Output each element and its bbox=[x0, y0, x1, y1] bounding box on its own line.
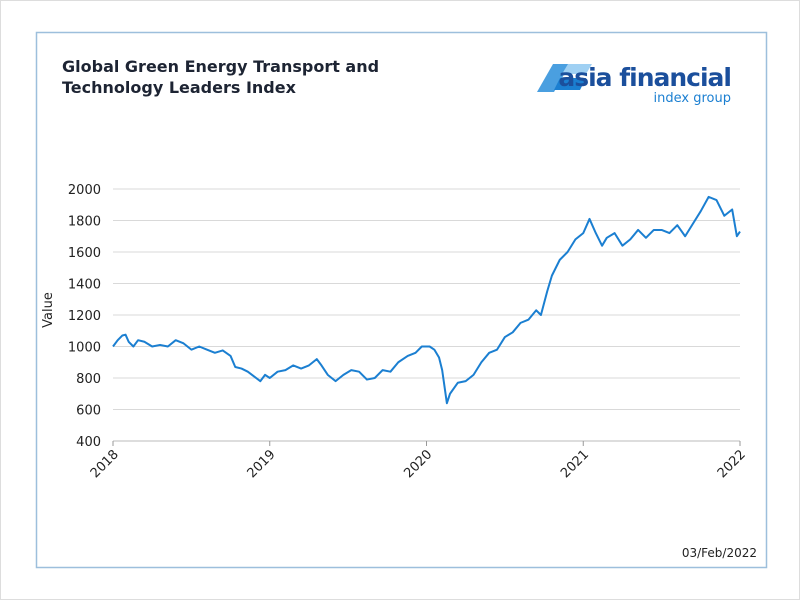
logo-name: asia financial bbox=[558, 63, 731, 92]
y-tick-label: 1800 bbox=[68, 215, 101, 230]
line bbox=[112, 195, 741, 405]
chart-title: Global Green Energy Transport and Techno… bbox=[62, 57, 380, 97]
logo: asia financial index group bbox=[537, 63, 732, 106]
frame bbox=[35, 31, 768, 569]
logo-tagline: index group bbox=[654, 91, 731, 106]
logo-mark bbox=[562, 64, 592, 74]
y-tick-label: 400 bbox=[76, 435, 101, 450]
date-annotation: 03/Feb/2022 bbox=[682, 546, 757, 560]
logo-mark bbox=[554, 78, 586, 90]
y-axis-label: Value bbox=[41, 292, 56, 328]
y-tick-label: 1400 bbox=[68, 278, 101, 293]
y-tick-label: 1000 bbox=[68, 341, 101, 356]
y-tick-label: 1600 bbox=[68, 246, 101, 261]
y-tick-label: 600 bbox=[76, 404, 101, 419]
y-tick-label: 1200 bbox=[68, 309, 101, 324]
title-box: Global Green Energy Transport and Techno… bbox=[62, 57, 380, 97]
y-tick-label: 800 bbox=[76, 372, 101, 387]
y-tick-label: 2000 bbox=[68, 183, 101, 198]
logo-mark bbox=[537, 64, 570, 92]
